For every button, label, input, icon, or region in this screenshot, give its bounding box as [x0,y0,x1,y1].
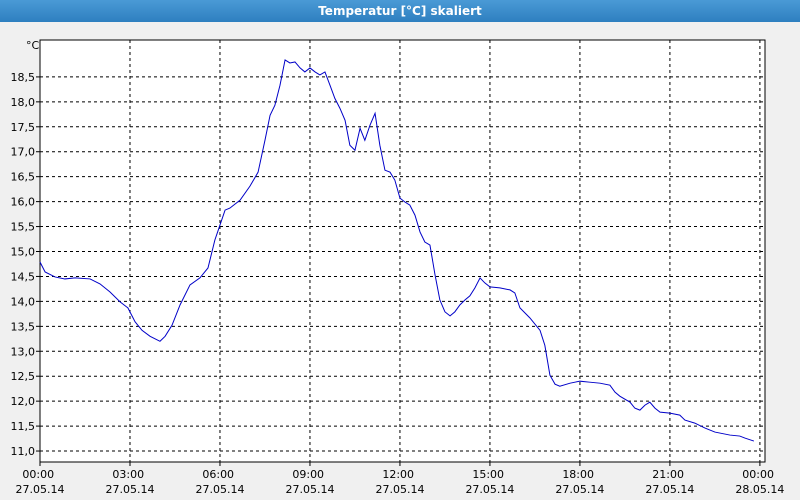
title-bar: Temperatur [°C] skaliert [0,0,800,22]
temperature-line [39,59,755,442]
y-tick-label: 14,5 [11,270,36,283]
y-tick-label: 14,0 [11,295,36,308]
x-tick-label: 12:00 27.05.14 [375,468,424,496]
x-tick-label: 09:00 27.05.14 [285,468,334,496]
y-tick-label: 11,0 [11,445,36,458]
y-tick-label: 15,0 [11,245,36,258]
y-axis-label: °C [26,39,40,52]
y-tick-label: 13,5 [11,320,36,333]
plot-border [39,39,766,463]
y-tick-label: 16,0 [11,196,36,209]
x-tick-label: 03:00 27.05.14 [105,468,154,496]
x-tick-label: 15:00 27.05.14 [465,468,514,496]
x-tick-label: 06:00 27.05.14 [195,468,244,496]
x-tick-label: 18:00 27.05.14 [555,468,604,496]
y-tick-label: 18,0 [11,96,36,109]
y-tick-label: 17,5 [11,121,36,134]
x-tick-label: 00:00 27.05.14 [16,468,65,496]
y-tick-label: 16,5 [11,171,36,184]
y-tick-label: 18,5 [11,71,36,84]
y-tick-label: 17,0 [11,146,36,159]
y-tick-label: 11,5 [11,420,36,433]
x-tick-label: 00:00 28.05.14 [735,468,784,496]
y-tick-label: 12,5 [11,370,36,383]
y-tick-label: 12,0 [11,395,36,408]
x-tick-label: 21:00 27.05.14 [645,468,694,496]
y-tick-label: 13,0 [11,345,36,358]
y-tick-label: 15,5 [11,221,36,234]
